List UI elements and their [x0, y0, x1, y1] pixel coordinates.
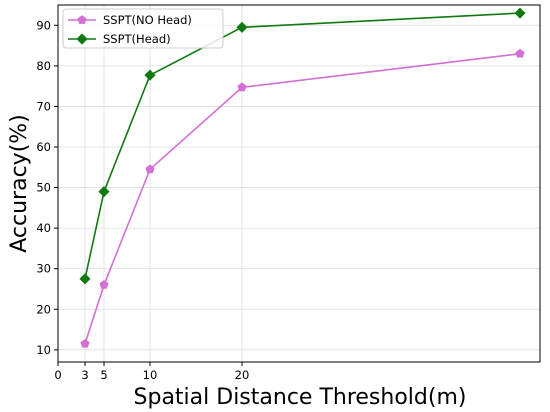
- x-axis-title: Spatial Distance Threshold(m): [134, 385, 467, 410]
- y-tick-label: 40: [36, 221, 51, 235]
- data-point: [80, 338, 90, 348]
- series-2: [79, 7, 526, 285]
- legend-label: SSPT(NO Head): [103, 13, 192, 27]
- data-point: [237, 82, 247, 92]
- y-tick-label: 70: [36, 99, 51, 113]
- x-tick-label: 20: [235, 368, 250, 382]
- data-point: [515, 48, 525, 58]
- y-tick-label: 10: [36, 343, 51, 357]
- legend-marker: [76, 33, 88, 45]
- y-tick-label: 80: [36, 59, 51, 73]
- x-tick-label: 0: [54, 368, 61, 382]
- data-point: [99, 280, 109, 289]
- series-1: [80, 48, 525, 348]
- data-point: [144, 69, 156, 81]
- data-point: [79, 273, 91, 285]
- axis-ticks: 10 20 30 40 50 60 70 80 90 0 3 5 10 20: [36, 18, 249, 382]
- series-layer: [79, 7, 526, 348]
- legend-marker: [77, 15, 87, 24]
- data-point: [514, 7, 526, 19]
- y-tick-label: 20: [36, 302, 51, 316]
- legend-label: SSPT(Head): [103, 32, 171, 46]
- y-tick-label: 60: [36, 140, 51, 154]
- data-point: [98, 186, 110, 198]
- plot-frame: [57, 4, 541, 363]
- legend-box: [62, 8, 224, 49]
- data-point: [236, 21, 248, 33]
- x-tick-label: 5: [100, 368, 107, 382]
- legend-item: SSPT(Head): [68, 32, 171, 46]
- data-point: [145, 164, 155, 174]
- y-axis-title: Accuracy(%): [7, 114, 32, 253]
- y-tick-label: 30: [36, 262, 51, 276]
- x-tick-label: 10: [143, 368, 158, 382]
- y-tick-label: 90: [36, 18, 51, 32]
- legend-item: SSPT(NO Head): [68, 13, 192, 27]
- grid-lines: [57, 5, 540, 362]
- legend: SSPT(NO Head) SSPT(Head): [62, 8, 224, 49]
- x-tick-label: 3: [81, 368, 88, 382]
- y-tick-label: 50: [36, 181, 51, 195]
